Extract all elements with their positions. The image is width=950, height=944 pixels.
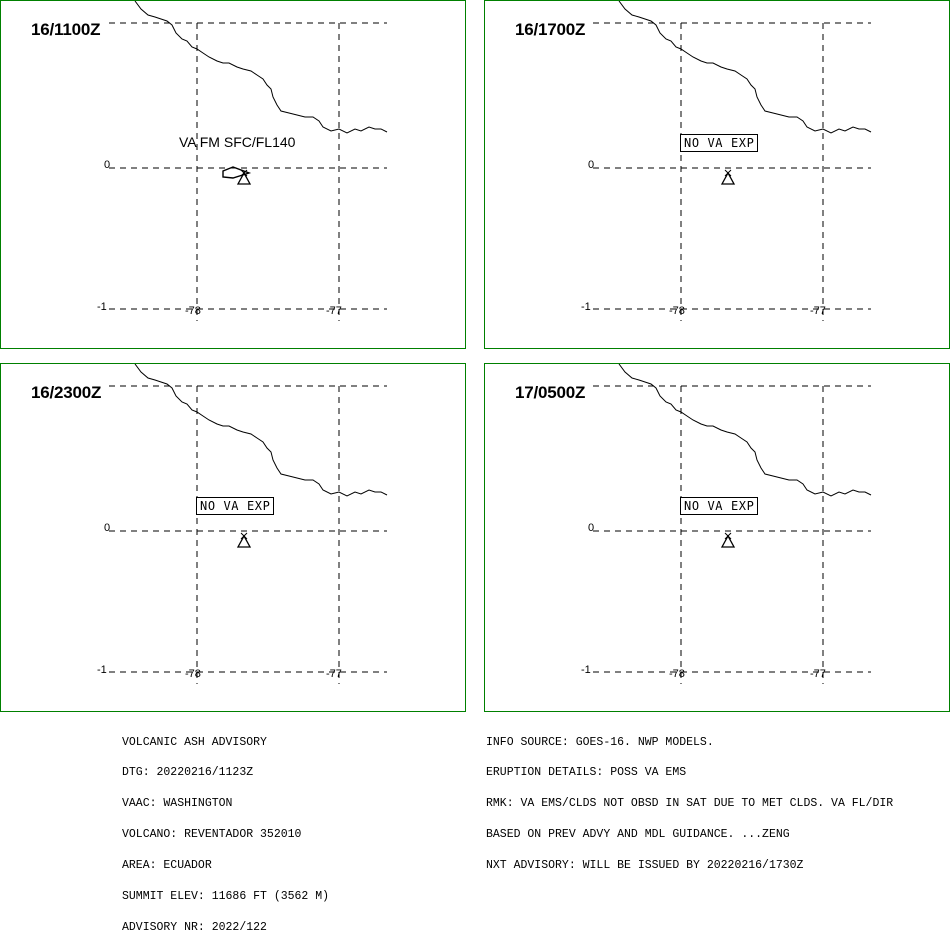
forecast-panel-4: 17/0500Z 0 -1 -78 -77 NO VA EXP [484,363,950,712]
advisory-line: AREA: ECUADOR [122,859,212,873]
va-label: VA FM SFC/FL140 [179,134,296,150]
lon-label-minus78: -78 [185,668,201,680]
details-line: INFO SOURCE: GOES-16. NWP MODELS. [486,735,714,749]
advisory-line: DTG: 20220216/1123Z [122,766,254,780]
lon-label-minus78: -78 [669,668,685,680]
details-line: ERUPTION DETAILS: POSS VA EMS [486,766,687,780]
advisory-line: ADVISORY NR: 2022/122 [122,920,267,934]
coastline [618,1,872,134]
va-label: NO VA EXP [680,497,759,515]
details-line: NXT ADVISORY: WILL BE ISSUED BY 20220216… [486,859,804,873]
details-line: RMK: VA EMS/CLDS NOT OBSD IN SAT DUE TO … [486,797,894,811]
panel-time: 17/0500Z [515,383,586,402]
details-line: BASED ON PREV ADVY AND MDL GUIDANCE. ...… [486,828,790,842]
panel-time: 16/1700Z [515,20,586,39]
lon-label-minus77: -77 [326,305,342,317]
advisory-header: VOLCANIC ASH ADVISORY DTG: 20220216/1123… [122,717,329,944]
lat-label-0: 0 [588,522,595,534]
volcano-icon [236,532,252,548]
coastline [618,364,872,497]
advisory-line: VAAC: WASHINGTON [122,797,233,811]
panel-time: 16/1100Z [31,20,101,39]
coastline [134,1,388,134]
lon-label-minus77: -77 [810,305,826,317]
panel-time: 16/2300Z [31,383,102,402]
lat-label-minus1: -1 [97,301,107,313]
lon-label-minus77: -77 [810,668,826,680]
lat-label-minus1: -1 [97,664,107,676]
lat-label-0: 0 [104,159,111,171]
lon-label-minus78: -78 [185,305,201,317]
advisory-line: VOLCANIC ASH ADVISORY [122,735,267,749]
forecast-panel-3: 16/2300Z 0 -1 -78 -77 NO VA EXP [0,363,466,712]
va-label: NO VA EXP [680,134,759,152]
lon-label-minus78: -78 [669,305,685,317]
lat-label-0: 0 [104,522,111,534]
advisory-line: VOLCANO: REVENTADOR 352010 [122,828,302,842]
ash-cloud-outline [222,166,252,179]
va-label: NO VA EXP [196,497,275,515]
volcano-icon [720,532,736,548]
advisory-line: SUMMIT ELEV: 11686 FT (3562 M) [122,890,330,904]
lat-label-0: 0 [588,159,595,171]
lat-label-minus1: -1 [581,664,591,676]
advisory-details: INFO SOURCE: GOES-16. NWP MODELS. ERUPTI… [486,717,893,882]
forecast-panel-1: 16/1100Z 0 -1 -78 -77 VA FM SFC/FL140 [0,0,466,349]
map-graphic [593,364,872,684]
coastline [134,364,388,497]
volcano-icon [720,169,736,185]
map-graphic [109,1,388,321]
map-graphic [109,364,388,684]
lat-label-minus1: -1 [581,301,591,313]
map-graphic [593,1,872,321]
lon-label-minus77: -77 [326,668,342,680]
forecast-panel-2: 16/1700Z 0 -1 -78 -77 NO VA EXP [484,0,950,349]
